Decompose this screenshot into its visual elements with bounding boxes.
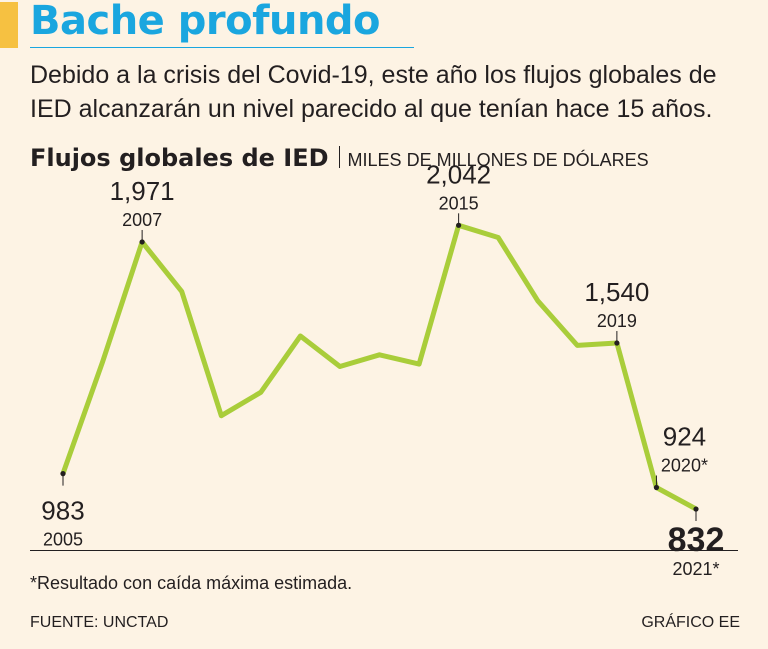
data-point-2006 [100,359,105,364]
source: FUENTE: UNCTAD [30,614,169,631]
headline-accent-bar [0,2,18,48]
data-point-2017 [535,298,540,304]
chart-title: Flujos globales de IED [30,144,329,172]
headline: Bache profundo [30,0,381,44]
chart-unit: MILES DE MILLONES DE DÓLARES [347,150,649,170]
baseline-rule [30,550,738,551]
graphic-credit: GRÁFICO EE [641,614,740,631]
data-point-2008 [179,289,184,294]
data-point-2016 [495,235,501,240]
value-label-2021: 832 [668,521,725,559]
data-point-2012 [337,364,343,369]
data-point-2010 [258,390,264,395]
year-label-2015: 2015 [439,193,479,213]
year-label-2007: 2007 [122,210,162,230]
data-point-2018 [575,343,580,348]
value-label-2019: 1,540 [584,277,649,307]
value-label-2007: 1,971 [110,176,175,206]
dek-text: Debido a la crisis del Covid-19, este añ… [30,61,717,123]
title-separator [338,146,340,168]
headline-rule [30,47,414,48]
value-label-2005: 983 [41,496,84,526]
value-label-2015: 2,042 [426,159,491,189]
year-label-2019: 2019 [597,311,637,331]
year-label-2020: 2020* [661,455,708,475]
data-point-2013 [377,352,382,357]
year-label-2005: 2005 [43,530,83,550]
footnote: *Resultado con caída máxima estimada. [30,573,353,593]
data-point-2009 [219,413,224,418]
data-point-2011 [298,333,303,339]
data-point-2014 [416,361,422,367]
value-label-2020: 924 [663,421,706,451]
year-label-2021: 2021* [672,559,719,579]
series-line [60,222,699,512]
chart-title-row: Flujos globales de IED MILES DE MILLONES … [30,144,649,172]
